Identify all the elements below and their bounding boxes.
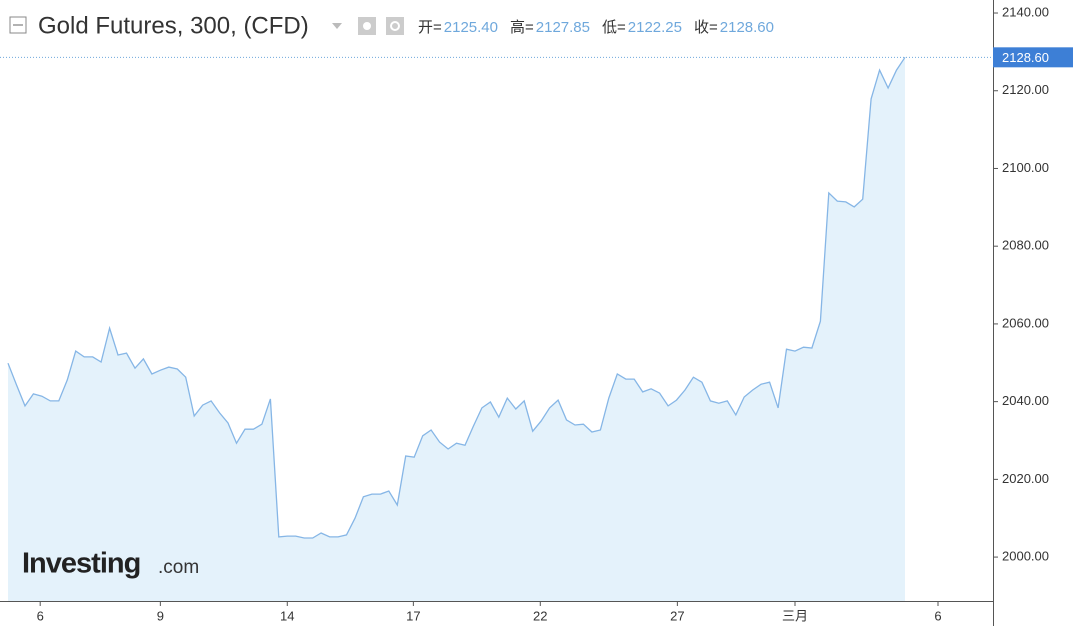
x-tick-label: 9 — [157, 608, 164, 623]
last-price-box — [993, 47, 1073, 68]
settings-icon-gear — [390, 21, 400, 31]
y-tick-label: 2000.00 — [1002, 549, 1049, 564]
ohlc-name: 收= — [694, 19, 718, 36]
y-tick-label: 2060.00 — [1002, 315, 1049, 330]
eye-icon-pupil — [363, 22, 371, 30]
x-tick-label: 三月 — [782, 608, 808, 623]
ohlc-name: 高= — [510, 19, 534, 36]
y-tick-label: 2040.00 — [1002, 393, 1049, 408]
y-tick-label: 2020.00 — [1002, 471, 1049, 486]
ohlc-name: 开= — [418, 19, 442, 36]
watermark-main: Investing — [22, 548, 140, 580]
x-tick-label: 6 — [934, 608, 941, 623]
price-line — [7, 56, 906, 539]
ohlc-value: 2122.25 — [628, 19, 682, 36]
x-tick-label: 6 — [37, 608, 44, 623]
ohlc-value: 2125.40 — [444, 19, 498, 36]
watermark: Investing .com — [22, 548, 199, 580]
settings-icon[interactable] — [386, 17, 404, 35]
x-tick-label: 22 — [533, 608, 547, 623]
watermark-suffix: .com — [158, 557, 199, 578]
header: Gold Futures, 300, (CFD) 开= 2125.40 高= 2127… — [9, 12, 774, 39]
x-tick-label: 14 — [280, 608, 294, 623]
y-tick-label: 2080.00 — [1002, 238, 1049, 253]
y-tick-label: 2140.00 — [1002, 4, 1049, 19]
ohlc-values: 开= 2125.40 高= 2127.85 低= 2122.25 收= 2128.60 — [418, 19, 774, 36]
x-tick-label: 17 — [406, 608, 420, 623]
y-tick-label: 2120.00 — [1002, 82, 1049, 97]
ohlc-value: 2127.85 — [536, 19, 590, 36]
plot-area — [0, 56, 993, 602]
last-price-label: 2128.60 — [1002, 50, 1049, 65]
x-tick-label: 27 — [670, 608, 684, 623]
ohlc-name: 低= — [602, 19, 626, 36]
area — [8, 57, 905, 602]
chart-title: Gold Futures, 300, (CFD) — [38, 12, 309, 39]
y-tick-label: 2100.00 — [1002, 160, 1049, 175]
dropdown-arrow[interactable] — [332, 23, 342, 29]
ohlc-value: 2128.60 — [720, 19, 774, 36]
